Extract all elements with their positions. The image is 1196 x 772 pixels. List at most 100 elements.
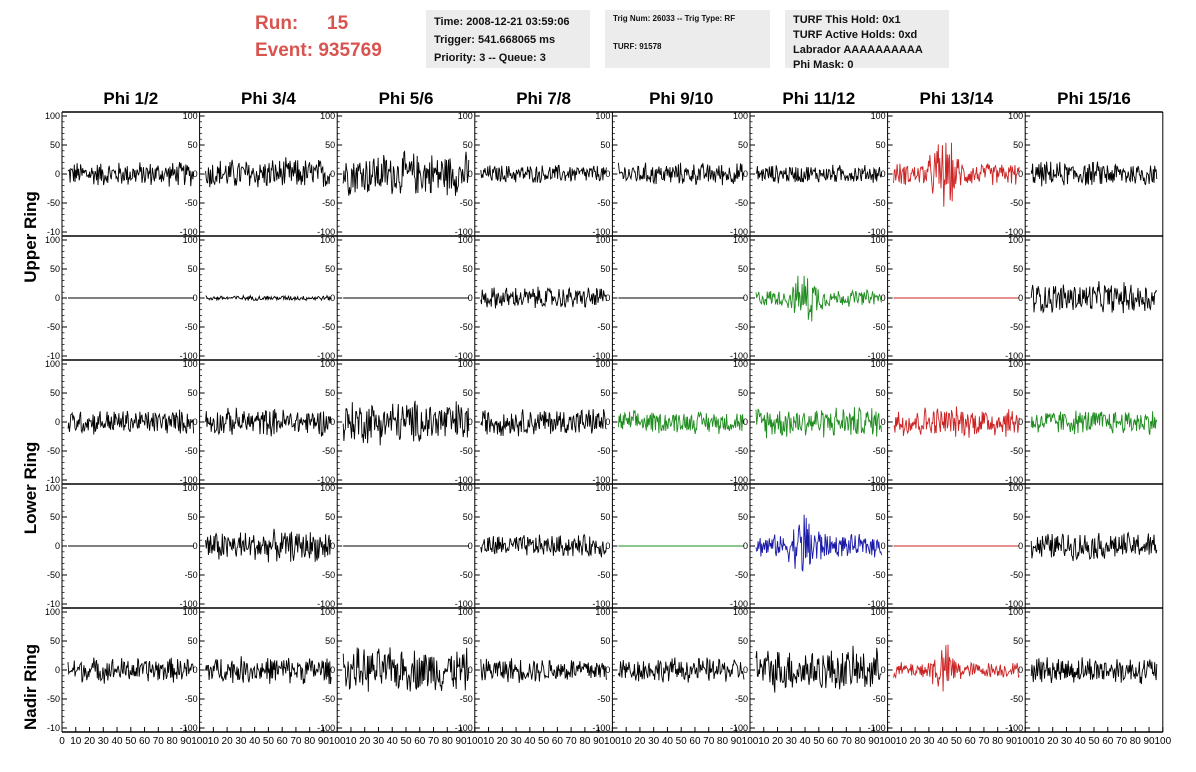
- y-tick-label: -100: [868, 351, 886, 361]
- y-tick-label: 100: [733, 111, 748, 121]
- x-tick-label: 70: [1116, 736, 1128, 747]
- y-tick-label: 50: [188, 388, 198, 398]
- y-tick-label: -50: [873, 694, 886, 704]
- y-tick-label: 100: [320, 359, 335, 369]
- y-tick-label: 0: [193, 169, 198, 179]
- waveform-trace: [893, 406, 1020, 438]
- y-tick-label: 100: [871, 359, 886, 369]
- y-tick-label: 0: [605, 665, 610, 675]
- x-tick-label: 20: [1047, 736, 1059, 747]
- x-tick-label: 100: [879, 736, 896, 747]
- y-tick-label: 50: [50, 636, 60, 646]
- event-line: Event: 935769: [255, 37, 415, 64]
- y-tick-label: 50: [188, 264, 198, 274]
- y-tick-label: -50: [322, 694, 335, 704]
- y-tick-label: -50: [597, 198, 610, 208]
- x-tick-label: 80: [1130, 736, 1142, 747]
- phi-label-6: Phi 11/12: [782, 89, 855, 108]
- x-tick-label: 60: [139, 736, 151, 747]
- turf-info-panel: TURF This Hold: 0x1 TURF Active Holds: 0…: [785, 10, 949, 71]
- waveform-trace: [755, 164, 883, 184]
- y-tick-label: 100: [733, 483, 748, 493]
- x-tick-label: 80: [855, 736, 867, 747]
- y-tick-label: 100: [458, 483, 473, 493]
- waveform-trace: [480, 409, 607, 437]
- waveform-grid: Phi 1/2 Phi 3/4 Phi 5/6 Phi 7/8 Phi 9/10 Phi …: [21, 89, 1172, 747]
- y-tick-label: 0: [193, 541, 198, 551]
- y-tick-label: 50: [600, 264, 610, 274]
- y-tick-label: -100: [592, 723, 610, 733]
- x-tick-label: 10: [70, 736, 82, 747]
- x-tick-label: 40: [249, 736, 261, 747]
- y-tick-label: 0: [605, 293, 610, 303]
- y-tick-label: 50: [738, 636, 748, 646]
- y-tick-label: 50: [463, 512, 473, 522]
- x-tick-label: 60: [414, 736, 426, 747]
- y-tick-label: 0: [468, 665, 473, 675]
- waveform-trace: [755, 275, 883, 322]
- x-tick-label: 70: [290, 736, 302, 747]
- y-tick-label: -50: [185, 570, 198, 580]
- y-tick-label: -100: [868, 475, 886, 485]
- y-tick-label: 100: [183, 483, 198, 493]
- y-tick-label: 100: [595, 111, 610, 121]
- x-tick-label: 100: [1017, 736, 1034, 747]
- y-tick-label: -50: [185, 198, 198, 208]
- y-tick-label: -50: [185, 322, 198, 332]
- x-tick-label: 90: [318, 736, 330, 747]
- y-tick-label: 0: [1018, 665, 1023, 675]
- y-tick-label: 0: [605, 541, 610, 551]
- y-tick-label: -100: [317, 475, 335, 485]
- x-tick-label: 30: [98, 736, 110, 747]
- waveform-trace: [617, 162, 745, 186]
- y-tick-label: 0: [193, 665, 198, 675]
- x-tick-label: 40: [524, 736, 536, 747]
- y-tick-label: 50: [463, 388, 473, 398]
- x-tick-label: 40: [937, 736, 949, 747]
- y-tick-label: 100: [183, 359, 198, 369]
- y-tick-label: -50: [597, 322, 610, 332]
- x-tick-label: 100: [191, 736, 208, 747]
- y-tick-label: 100: [183, 235, 198, 245]
- y-tick-label: 0: [55, 293, 60, 303]
- phi-label-3: Phi 5/6: [379, 89, 434, 108]
- ring-label-1: Upper Ring: [21, 191, 40, 283]
- waveform-trace: [342, 647, 470, 692]
- y-tick-label: -50: [185, 446, 198, 456]
- y-tick-label: -100: [868, 723, 886, 733]
- y-tick-label: -100: [455, 475, 473, 485]
- event-value: 935769: [318, 40, 382, 61]
- y-tick-label: 100: [733, 235, 748, 245]
- y-tick-label: 0: [881, 293, 886, 303]
- trigger-text: Trigger: 541.668065 ms: [434, 34, 556, 46]
- y-tick-label: -100: [455, 351, 473, 361]
- x-tick-label: 0: [59, 736, 65, 747]
- y-tick-label: -100: [730, 475, 748, 485]
- x-tick-label: 50: [263, 736, 275, 747]
- waveform-trace: [205, 656, 332, 685]
- x-tick-label: 20: [497, 736, 509, 747]
- y-tick-label: 0: [55, 665, 60, 675]
- y-tick-label: 50: [738, 388, 748, 398]
- y-tick-label: -50: [460, 198, 473, 208]
- waveform-trace: [205, 407, 332, 437]
- y-tick-label: 50: [600, 636, 610, 646]
- x-tick-label: 80: [717, 736, 729, 747]
- y-tick-label: -50: [597, 446, 610, 456]
- x-tick-label: 50: [951, 736, 963, 747]
- x-tick-label: 30: [648, 736, 660, 747]
- y-tick-label: 50: [463, 264, 473, 274]
- y-tick-label: 0: [881, 541, 886, 551]
- y-tick-label: 100: [45, 235, 60, 245]
- waveform-trace: [67, 657, 195, 684]
- x-tick-label: 60: [965, 736, 977, 747]
- x-tick-label: 10: [621, 736, 633, 747]
- x-tick-label: 90: [1006, 736, 1018, 747]
- y-tick-label: 0: [330, 293, 335, 303]
- y-tick-label: 100: [595, 235, 610, 245]
- y-tick-label: 100: [320, 483, 335, 493]
- y-tick-label: 50: [876, 512, 886, 522]
- time-text: Time: 2008-12-21 03:59:06: [434, 16, 570, 28]
- x-tick-label: 20: [634, 736, 646, 747]
- y-tick-label: -50: [1010, 446, 1023, 456]
